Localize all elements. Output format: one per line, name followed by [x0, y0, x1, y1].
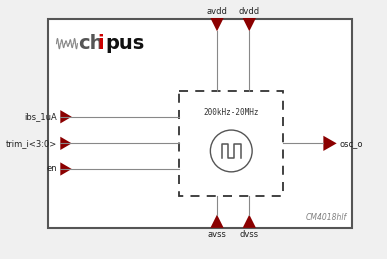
Bar	[48, 19, 352, 228]
Polygon shape	[243, 214, 256, 228]
Text: dvss: dvss	[240, 230, 259, 239]
Text: osc_o: osc_o	[339, 139, 363, 148]
Text: 200kHz-20MHz: 200kHz-20MHz	[204, 108, 259, 117]
Text: avdd: avdd	[207, 7, 228, 16]
Text: dvdd: dvdd	[239, 7, 260, 16]
Text: CM4018hlf: CM4018hlf	[306, 213, 347, 222]
Polygon shape	[211, 18, 224, 31]
Text: trim_i<3:0>: trim_i<3:0>	[6, 139, 57, 148]
Polygon shape	[60, 162, 72, 176]
Polygon shape	[324, 136, 337, 151]
Polygon shape	[60, 137, 72, 150]
Bar	[179, 91, 284, 196]
Text: pus: pus	[105, 34, 144, 53]
Text: ch: ch	[78, 34, 104, 53]
Polygon shape	[60, 110, 72, 123]
Polygon shape	[211, 214, 224, 228]
Text: i: i	[98, 34, 104, 53]
Text: avss: avss	[207, 230, 226, 239]
Text: ibs_1uA: ibs_1uA	[25, 112, 57, 121]
Text: en: en	[47, 164, 57, 174]
Polygon shape	[243, 18, 256, 31]
